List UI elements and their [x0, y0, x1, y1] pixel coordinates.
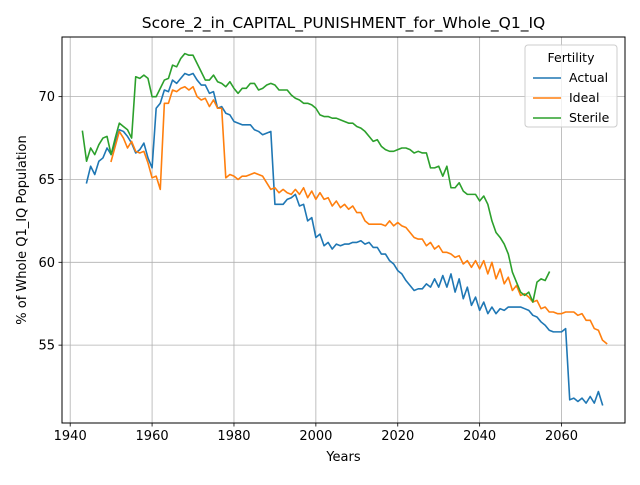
legend: Fertility Actual Ideal Sterile	[524, 44, 618, 128]
legend-label-actual: Actual	[569, 70, 608, 85]
plot-frame	[61, 36, 626, 424]
series-line-sterile	[81, 52, 551, 303]
x-tick-label: 2000	[299, 429, 332, 444]
x-axis-label: Years	[325, 450, 361, 465]
legend-box	[524, 44, 618, 128]
x-tick-label: 2020	[381, 429, 414, 444]
y-tick-label: 65	[38, 173, 55, 188]
legend-title: Fertility	[548, 50, 596, 65]
y-tick-label: 60	[38, 256, 55, 271]
y-tick-label: 55	[38, 339, 55, 354]
series-lines	[81, 52, 608, 406]
x-tick-label: 2060	[545, 429, 578, 444]
y-tick-label: 70	[38, 90, 55, 105]
legend-label-ideal: Ideal	[569, 90, 599, 105]
y-axis-label: % of Whole Q1_IQ Population	[15, 135, 30, 324]
x-tick-label: 2040	[463, 429, 496, 444]
series-line-actual	[85, 72, 604, 406]
x-tick-label: 1960	[136, 429, 169, 444]
chart-title: Score_2_in_CAPITAL_PUNISHMENT_for_Whole_…	[142, 14, 545, 33]
axis-ticks: 1940 1960 1980 2000 2020 2040 2060 55 60 65 70	[38, 90, 578, 444]
legend-label-sterile: Sterile	[569, 110, 610, 125]
x-tick-label: 1940	[54, 429, 87, 444]
x-tick-label: 1980	[217, 429, 250, 444]
legend-items: Actual Ideal Sterile	[533, 70, 610, 125]
